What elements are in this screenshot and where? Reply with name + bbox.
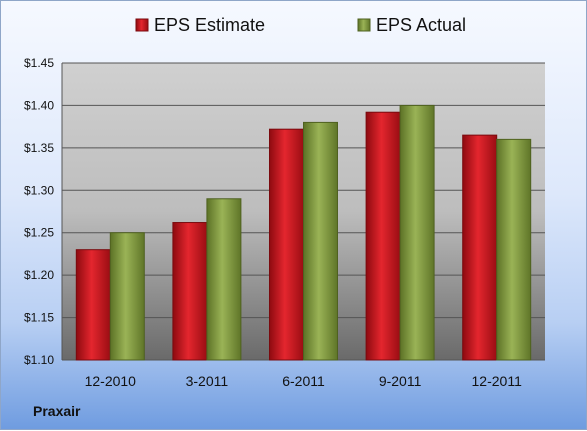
legend-swatch-eps-actual [357, 18, 371, 32]
company-name: Praxair [33, 403, 81, 419]
bar-eps-estimate-6-2011 [269, 128, 304, 361]
x-category-label: 3-2011 [186, 373, 229, 389]
bar-eps-actual-9-2011 [399, 104, 435, 361]
bar-eps-actual-6-2011 [303, 121, 338, 361]
legend-swatch-eps-estimate [135, 18, 149, 32]
legend-label-eps-actual: EPS Actual [376, 15, 466, 35]
bar-eps-estimate-12-2010 [75, 249, 111, 361]
bar-eps-estimate-12-2011 [462, 134, 498, 361]
y-tick-label: $1.40 [24, 98, 54, 112]
legend: EPS Estimate EPS Actual [135, 15, 466, 35]
y-tick-label: $1.25 [24, 226, 54, 240]
y-tick-label: $1.30 [24, 183, 54, 197]
y-tick-label: $1.35 [24, 141, 54, 155]
bar-eps-actual-12-2010 [109, 232, 145, 361]
bars [75, 104, 532, 361]
y-axis-ticks: $1.10 $1.15 $1.20 $1.25 $1.30 $1.35 $1.40 $1.45 [24, 56, 54, 367]
bar-eps-estimate-3-2011 [172, 222, 208, 361]
y-tick-label: $1.20 [24, 268, 54, 282]
y-tick-label: $1.15 [24, 311, 54, 325]
x-category-label: 12-2011 [472, 373, 523, 389]
x-category-label: 12-2010 [85, 373, 137, 389]
y-tick-label: $1.10 [24, 353, 54, 367]
bar-eps-actual-12-2011 [496, 138, 532, 361]
bar-eps-actual-3-2011 [206, 198, 242, 361]
bar-eps-estimate-9-2011 [365, 111, 401, 361]
legend-label-eps-estimate: EPS Estimate [154, 15, 265, 35]
x-category-label: 9-2011 [379, 373, 422, 389]
x-axis-categories: 12-2010 3-2011 6-2011 9-2011 12-2011 [85, 373, 522, 389]
x-category-label: 6-2011 [282, 373, 325, 389]
y-tick-label: $1.45 [24, 56, 54, 70]
